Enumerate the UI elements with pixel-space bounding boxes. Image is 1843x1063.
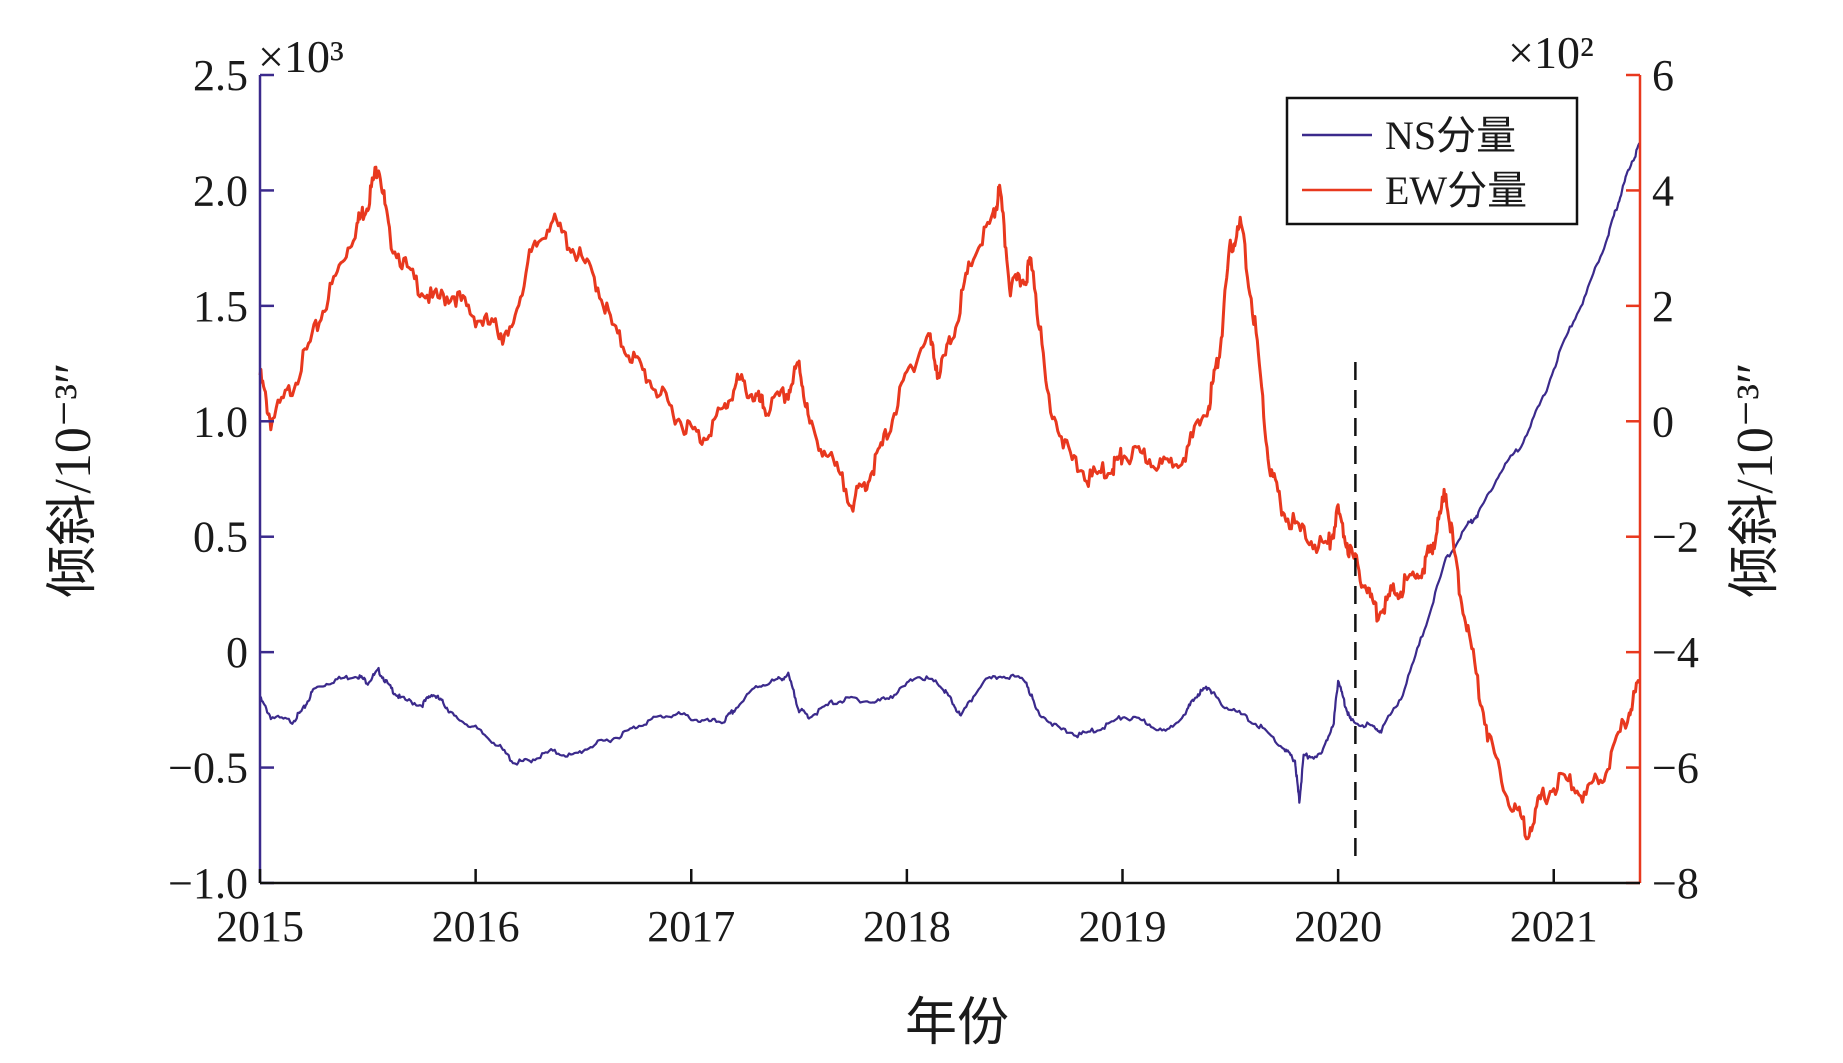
ns-series-line bbox=[259, 142, 1641, 804]
x-tick-label: 2015 bbox=[216, 902, 304, 951]
legend-box bbox=[1285, 96, 1579, 226]
x-tick-label: 2021 bbox=[1510, 902, 1598, 951]
ew-series-line bbox=[258, 165, 1642, 841]
x-tick-label: 2016 bbox=[432, 902, 520, 951]
x-axis: 2015 2016 2017 2018 2019 2020 2021 bbox=[216, 869, 1640, 951]
right-tick-label: −4 bbox=[1652, 628, 1699, 677]
x-axis-label: 年份 bbox=[905, 995, 1009, 1052]
right-tick-label: 2 bbox=[1652, 282, 1674, 331]
left-axis-multiplier: ×10³ bbox=[258, 31, 344, 82]
left-tick-label: 0 bbox=[226, 628, 248, 677]
legend-ns-label: NS分量 bbox=[1385, 113, 1516, 158]
right-axis-multiplier: ×10² bbox=[1508, 27, 1594, 78]
x-tick-label: 2020 bbox=[1294, 902, 1382, 951]
right-tick-label: 4 bbox=[1652, 166, 1674, 215]
series-layer bbox=[258, 142, 1642, 841]
left-tick-label: 2.0 bbox=[193, 166, 248, 215]
left-tick-label: −1.0 bbox=[168, 859, 248, 908]
right-tick-label: −8 bbox=[1652, 859, 1699, 908]
right-tick-label: −6 bbox=[1652, 744, 1699, 793]
right-tick-label: 6 bbox=[1652, 51, 1674, 100]
right-y-axis: −8 −6 −4 −2 0 2 4 6 bbox=[1626, 51, 1699, 908]
left-tick-label: 0.5 bbox=[193, 513, 248, 562]
right-y-axis-label: 倾斜/10⁻³″ bbox=[1727, 362, 1784, 597]
right-tick-label: −2 bbox=[1652, 513, 1699, 562]
legend: NS分量 EW分量 bbox=[1285, 96, 1579, 226]
left-y-axis-label: 倾斜/10⁻³″ bbox=[45, 362, 102, 597]
left-tick-label: 1.5 bbox=[193, 282, 248, 331]
legend-ew-label: EW分量 bbox=[1385, 168, 1527, 213]
left-tick-label: −0.5 bbox=[168, 744, 248, 793]
left-tick-label: 1.0 bbox=[193, 397, 248, 446]
x-tick-label: 2019 bbox=[1079, 902, 1167, 951]
left-tick-label: 2.5 bbox=[193, 51, 248, 100]
x-tick-label: 2017 bbox=[647, 902, 735, 951]
right-tick-label: 0 bbox=[1652, 397, 1674, 446]
left-y-axis: −1.0 −0.5 0 0.5 1.0 1.5 2.0 2.5 bbox=[168, 51, 274, 908]
x-tick-label: 2018 bbox=[863, 902, 951, 951]
